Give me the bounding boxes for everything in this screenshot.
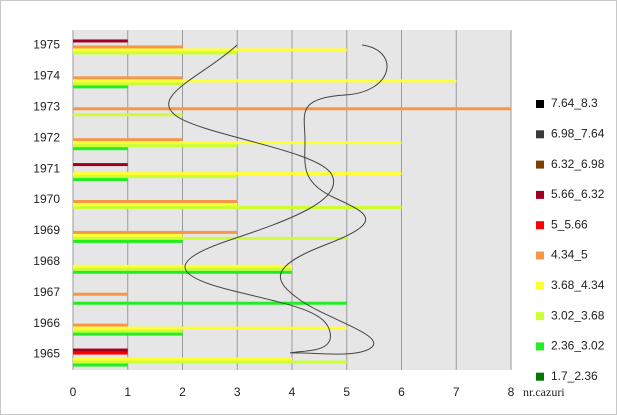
- legend-swatch: [536, 190, 544, 199]
- legend-label: 3.68_4.34: [551, 278, 605, 292]
- legend-label: 4.34_5: [551, 248, 588, 262]
- bar: [73, 51, 238, 55]
- bar: [73, 163, 128, 167]
- y-tick-label: 1975: [33, 38, 60, 52]
- legend-label: 3.02_3.68: [551, 308, 605, 322]
- legend-label: 5_5.66: [551, 217, 588, 231]
- bar: [73, 270, 292, 274]
- bar: [73, 138, 183, 142]
- trend-curve: [279, 44, 388, 355]
- legend-swatch: [536, 221, 544, 230]
- legend-label: 1.7_2.36: [551, 369, 598, 383]
- bar: [73, 332, 183, 336]
- y-tick-label: 1969: [33, 223, 60, 237]
- bar: [73, 267, 292, 271]
- x-tick-label: 3: [234, 385, 241, 399]
- bar: [73, 200, 238, 203]
- y-tick-label: 1971: [33, 161, 60, 175]
- legend-swatch: [536, 251, 544, 260]
- legend-swatch: [536, 130, 544, 139]
- bar: [73, 233, 183, 237]
- bar: [73, 79, 457, 83]
- bar: [73, 48, 347, 52]
- bar: [73, 348, 128, 352]
- bar: [73, 39, 128, 43]
- bar: [73, 85, 128, 89]
- y-tick-label: 1966: [33, 316, 60, 330]
- bar: [73, 113, 183, 117]
- y-tick-label: 1968: [33, 254, 60, 268]
- x-tick-label: 8: [508, 385, 515, 399]
- bar: [73, 141, 402, 145]
- legend-label: 7.64_8.3: [551, 96, 598, 110]
- legend-label: 5.66_6.32: [551, 187, 605, 201]
- y-tick-label: 1967: [33, 285, 60, 299]
- bar: [73, 301, 347, 305]
- bar: [73, 206, 402, 209]
- bar: [73, 203, 238, 206]
- legend-label: 2.36_3.02: [551, 339, 605, 353]
- x-tick-label: 5: [343, 385, 350, 399]
- legend-swatch: [536, 372, 544, 381]
- bar: [73, 147, 128, 151]
- bar: [73, 329, 183, 333]
- legend-swatch: [536, 160, 544, 169]
- bar: [73, 236, 347, 240]
- x-tick-label: 6: [398, 385, 405, 399]
- bar: [73, 239, 183, 243]
- bar: [73, 264, 292, 268]
- y-tick-label: 1970: [33, 192, 60, 206]
- bar: [73, 357, 292, 361]
- y-tick-label: 1965: [33, 347, 60, 361]
- x-tick-label: 0: [70, 385, 77, 399]
- legend-swatch: [536, 100, 544, 108]
- trend-curve: [168, 44, 335, 354]
- legend-swatch: [536, 312, 544, 321]
- bar: [73, 363, 128, 367]
- x-tick-label: 2: [179, 385, 186, 399]
- bar: [73, 323, 128, 327]
- bar: [73, 178, 128, 182]
- legend-label: 6.32_6.98: [551, 157, 605, 171]
- bar: [73, 175, 238, 179]
- bar: [73, 230, 238, 234]
- x-tick-label: 1: [124, 385, 131, 399]
- bar: [73, 360, 347, 364]
- x-tick-label: 7: [453, 385, 460, 399]
- bar: [73, 107, 511, 111]
- bar: [73, 292, 128, 296]
- y-tick-label: 1973: [33, 99, 60, 113]
- y-tick-label: 1972: [33, 130, 60, 144]
- legend-label: 6.98_7.64: [551, 126, 605, 140]
- bar: [73, 82, 183, 86]
- bar: [73, 144, 238, 148]
- bar: [73, 351, 128, 355]
- x-axis-label: nr.cazuri: [523, 385, 565, 399]
- bar: [73, 326, 347, 330]
- bar: [73, 172, 402, 176]
- bar: [73, 45, 183, 49]
- legend-swatch: [536, 342, 544, 351]
- legend-swatch: [536, 281, 544, 290]
- y-tick-label: 1974: [33, 69, 60, 83]
- bar: [73, 76, 183, 80]
- x-tick-label: 4: [289, 385, 296, 399]
